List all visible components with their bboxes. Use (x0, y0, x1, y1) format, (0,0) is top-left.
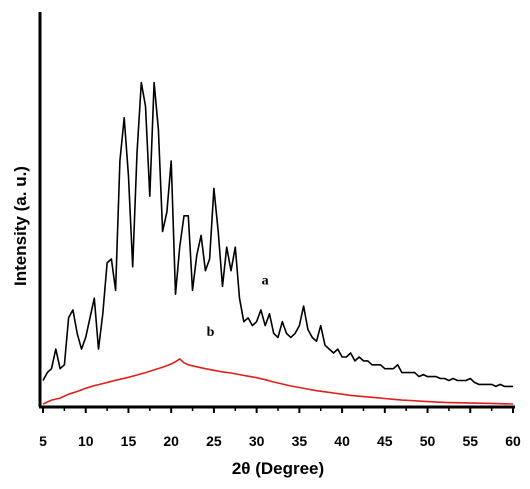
x-tick-label: 45 (377, 433, 393, 449)
x-tick-label: 40 (334, 433, 350, 449)
x-tick-label: 30 (249, 433, 265, 449)
x-tick-label: 25 (206, 433, 222, 449)
x-tick-label: 60 (505, 433, 521, 449)
series-line-a (42, 81, 513, 388)
x-axis-ticks: 5 10 15 20 25 30 35 40 45 50 55 60 (39, 407, 521, 449)
y-axis-title: Intensity (a. u.) (11, 166, 30, 286)
x-tick-label: 5 (39, 433, 47, 449)
annotation-b: b (207, 325, 215, 340)
annotation-a: a (262, 273, 269, 288)
x-tick-label: 15 (121, 433, 137, 449)
x-axis-title: 2θ (Degree) (232, 459, 324, 478)
x-tick-label: 10 (78, 433, 94, 449)
x-tick-label: 50 (420, 433, 436, 449)
series-layer (42, 81, 514, 405)
x-tick-label: 55 (462, 433, 478, 449)
x-tick-label: 35 (292, 433, 308, 449)
series-line-b (42, 358, 514, 405)
x-tick-label: 20 (163, 433, 179, 449)
